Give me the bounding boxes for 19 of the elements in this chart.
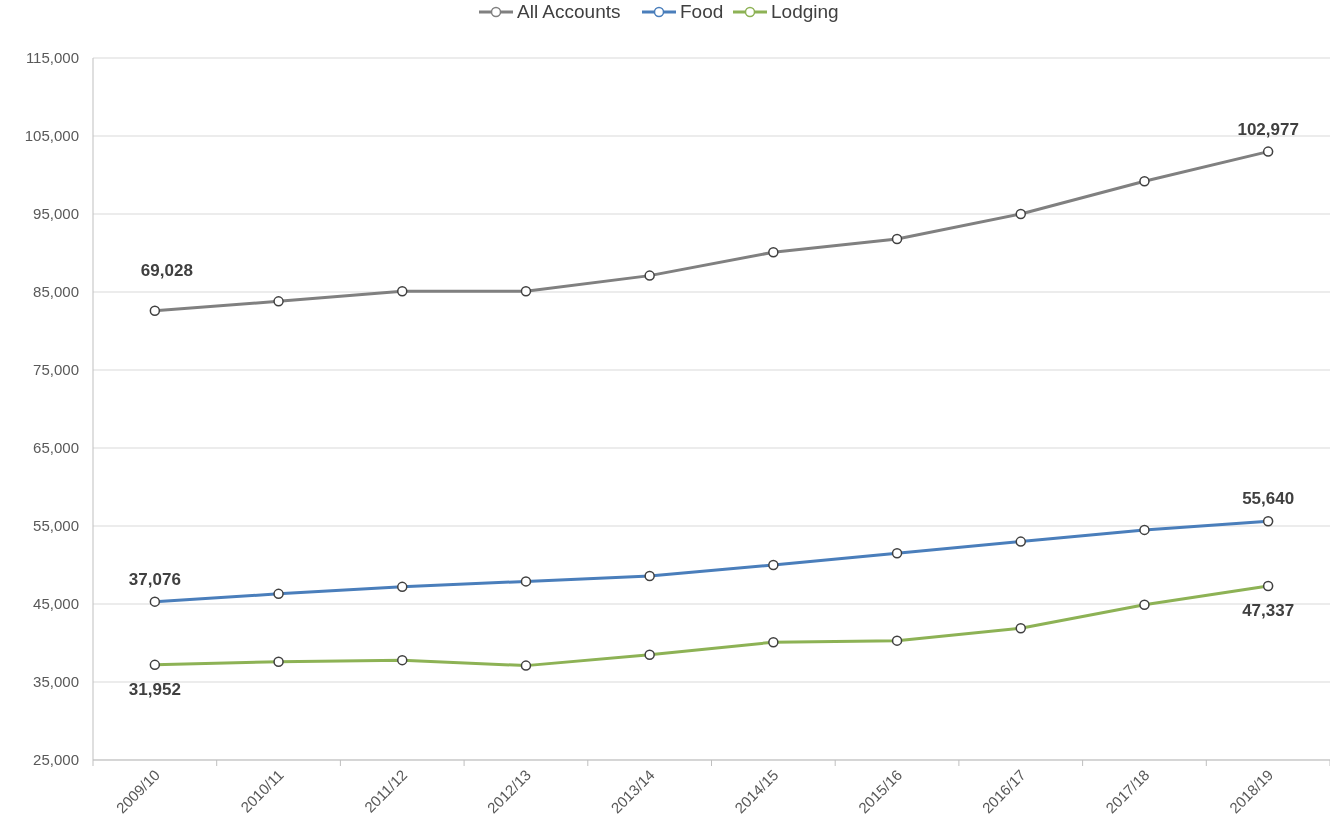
y-tick-label: 115,000 <box>25 49 79 66</box>
y-tick-label: 35,000 <box>33 673 79 690</box>
y-tick-label: 105,000 <box>24 127 79 144</box>
legend-label: Lodging <box>771 1 839 22</box>
y-tick-label: 45,000 <box>33 595 79 612</box>
annotation: 102,977 <box>1237 119 1299 139</box>
y-tick-label: 65,000 <box>33 439 79 456</box>
annotation: 31,952 <box>128 679 181 699</box>
annotation: 69,028 <box>140 260 193 280</box>
y-tick-label: 25,000 <box>33 751 79 768</box>
annotation: 47,337 <box>1242 601 1295 621</box>
annotation: 37,076 <box>128 569 181 589</box>
y-tick-label: 75,000 <box>33 361 79 378</box>
y-tick-label: 95,000 <box>33 205 79 222</box>
y-tick-label: 55,000 <box>33 517 79 534</box>
legend-label: Food <box>680 1 724 22</box>
y-tick-label: 85,000 <box>33 283 79 300</box>
legend-label: All Accounts <box>517 1 621 22</box>
annotation: 55,640 <box>1242 489 1295 509</box>
